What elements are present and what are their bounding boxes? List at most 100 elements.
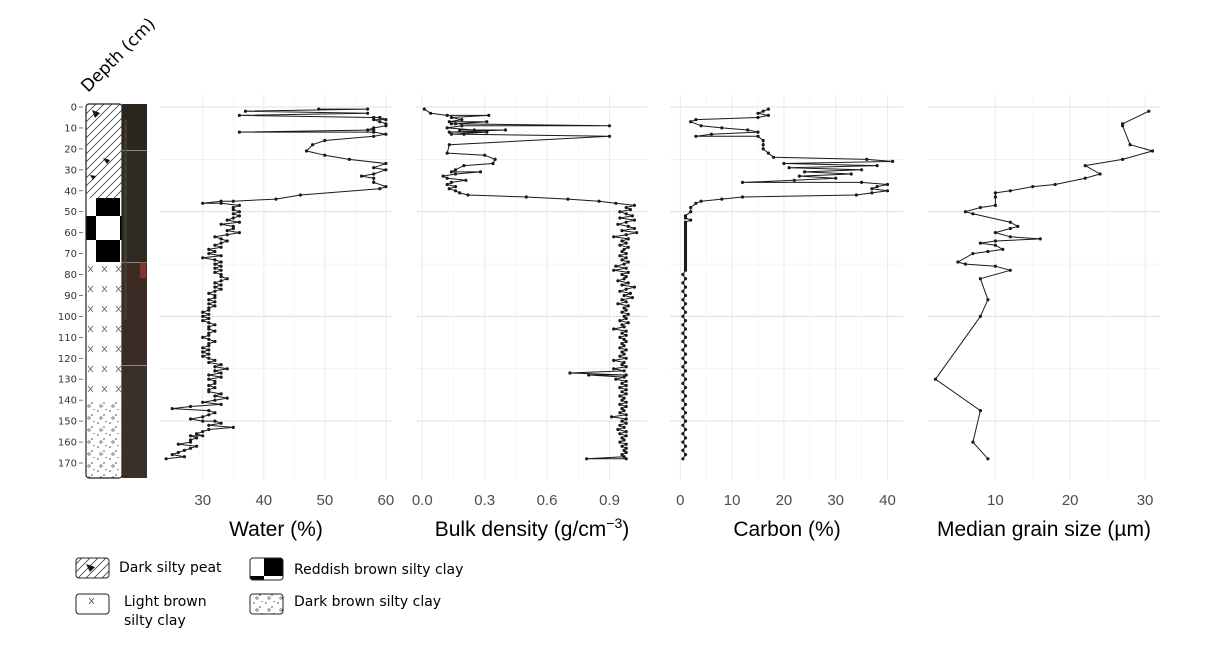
data-point — [429, 111, 433, 115]
data-point — [237, 130, 241, 134]
data-point — [1128, 143, 1132, 147]
data-point — [219, 287, 223, 291]
x-tick-label: 20 — [776, 492, 793, 509]
data-point — [616, 302, 620, 306]
data-point — [1053, 182, 1057, 187]
data-point — [694, 134, 698, 138]
data-point — [274, 197, 278, 201]
unit-light-brown-silty-clay — [86, 262, 122, 402]
data-point — [630, 296, 635, 300]
data-point — [618, 346, 622, 350]
data-point — [620, 323, 624, 327]
data-point — [614, 264, 618, 268]
data-point — [213, 266, 217, 270]
data-point — [207, 298, 211, 302]
series-line — [166, 108, 387, 460]
data-point — [449, 170, 453, 174]
data-point — [524, 195, 528, 199]
data-point — [219, 245, 223, 249]
data-point — [618, 319, 622, 323]
data-point — [201, 310, 205, 314]
data-point — [207, 427, 211, 432]
data-point — [681, 373, 685, 377]
data-point — [225, 396, 229, 400]
data-point — [849, 172, 853, 176]
data-point — [372, 172, 376, 176]
data-point — [1031, 185, 1035, 189]
x-tick-label: 0 — [676, 492, 684, 509]
data-point — [803, 170, 807, 174]
data-point — [860, 168, 864, 172]
data-point — [683, 419, 688, 423]
bulk-density-axis-title: Bulk density (g/cm−3) — [435, 515, 630, 541]
data-point — [213, 289, 217, 293]
data-point — [445, 126, 449, 130]
data-point — [213, 258, 217, 262]
data-point — [792, 178, 796, 182]
data-point — [683, 344, 688, 348]
data-point — [624, 417, 628, 421]
data-point — [384, 118, 388, 122]
data-point — [756, 111, 760, 115]
data-point — [219, 371, 223, 375]
data-point — [620, 407, 624, 411]
data-point — [720, 197, 724, 201]
data-point — [963, 210, 968, 214]
data-point — [207, 321, 211, 325]
data-point — [483, 153, 487, 157]
data-point — [681, 289, 685, 293]
data-point — [219, 201, 223, 205]
data-point — [681, 331, 685, 335]
depth-tick-label: 40 — [64, 186, 77, 197]
water-axis-title: Water (%) — [229, 518, 323, 541]
data-point — [618, 411, 622, 415]
data-point — [620, 258, 624, 262]
data-point — [622, 396, 626, 400]
data-point — [207, 373, 211, 377]
data-point — [207, 333, 211, 337]
carbon-panel: 0 10 20 30 40 — [670, 95, 903, 509]
data-point — [243, 109, 248, 113]
data-point — [628, 291, 633, 295]
data-point — [635, 231, 639, 235]
data-point — [683, 360, 688, 365]
depth-tick-label: 20 — [64, 144, 77, 155]
data-point — [618, 216, 622, 220]
data-point — [993, 191, 998, 195]
data-point — [683, 268, 688, 272]
data-point — [694, 201, 698, 205]
depth-tick-label: 150 — [58, 417, 77, 428]
legend-label-light-2: silty clay — [124, 613, 186, 629]
data-point — [622, 306, 626, 310]
data-point — [478, 170, 483, 174]
data-point — [620, 310, 624, 314]
data-point — [626, 224, 630, 228]
water-panel: 30 40 50 60 — [160, 95, 394, 509]
data-point — [219, 241, 223, 245]
data-point — [207, 312, 211, 316]
data-point — [632, 285, 637, 289]
data-point — [207, 423, 211, 427]
data-point — [978, 277, 983, 281]
data-point — [694, 118, 698, 122]
data-point — [618, 289, 622, 293]
data-point — [1098, 172, 1102, 176]
data-point — [681, 415, 685, 419]
data-point — [681, 407, 685, 411]
data-point — [622, 262, 626, 266]
data-point — [891, 159, 895, 163]
data-point — [188, 446, 193, 450]
data-point — [720, 126, 724, 130]
data-point — [624, 308, 628, 312]
data-point — [378, 115, 382, 120]
data-point — [491, 161, 495, 166]
data-point — [624, 220, 628, 224]
data-point — [207, 377, 211, 381]
depth-tick-label: 60 — [64, 228, 77, 239]
x-tick-label: 0.3 — [474, 492, 495, 509]
data-point — [568, 371, 572, 375]
data-point — [624, 365, 628, 369]
data-point — [170, 453, 174, 457]
data-point — [213, 386, 217, 390]
data-point — [624, 442, 628, 446]
